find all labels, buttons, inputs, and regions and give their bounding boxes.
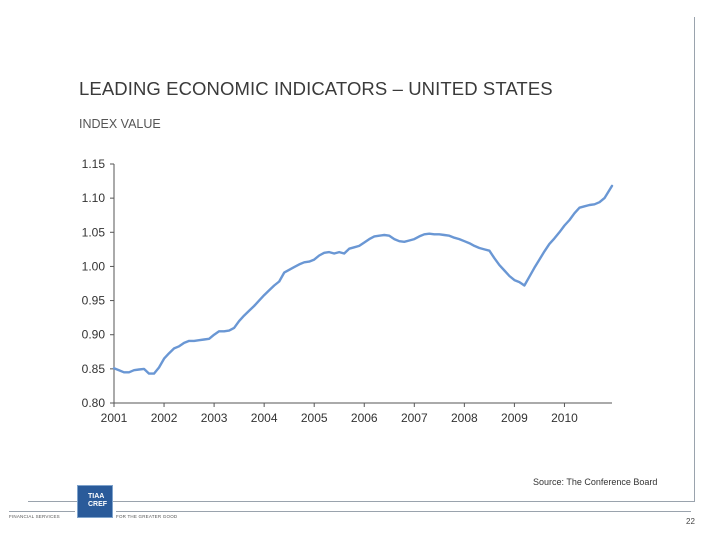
chart-series [112, 184, 614, 375]
y-tick-label: 0.85 [82, 362, 106, 376]
x-tick-label: 2006 [351, 411, 378, 425]
x-tick-label: 2003 [201, 411, 228, 425]
x-tick-label: 2007 [401, 411, 428, 425]
footer-divider-left [9, 511, 75, 512]
y-tick-label: 1.00 [82, 259, 106, 273]
x-tick-label: 2009 [501, 411, 528, 425]
logo-text-line1: TIAA [88, 493, 105, 500]
footer-divider-right [116, 511, 691, 512]
source-note: Source: The Conference Board [533, 477, 658, 487]
series-line [112, 184, 614, 375]
x-tick-label: 2002 [151, 411, 178, 425]
page-title: LEADING ECONOMIC INDICATORS – UNITED STA… [79, 78, 553, 99]
x-tick-label: 2001 [101, 411, 128, 425]
y-axis-label: INDEX VALUE [79, 117, 161, 131]
y-tick-label: 0.90 [82, 328, 106, 342]
page-number: 22 [686, 517, 695, 526]
slide-frame [28, 17, 695, 502]
logo-text-line2: CREF [88, 501, 108, 508]
y-tick-label: 1.05 [82, 225, 106, 239]
footer-tagline-right: FOR THE GREATER GOOD [116, 514, 178, 519]
chart-axes [113, 164, 612, 404]
y-tick-label: 1.15 [82, 157, 106, 171]
y-tick-label: 0.80 [82, 396, 106, 410]
x-tick-label: 2008 [451, 411, 478, 425]
x-tick-label: 2004 [251, 411, 278, 425]
y-tick-label: 1.10 [82, 191, 106, 205]
footer-tagline-left: FINANCIAL SERVICES [9, 514, 60, 519]
x-tick-label: 2005 [301, 411, 328, 425]
y-tick-label: 0.95 [82, 294, 106, 308]
x-tick-label: 2010 [551, 411, 578, 425]
chart-ticks: 0.80 0.85 0.90 0.95 1.00 1.05 1.10 1.15 2001 2002… [82, 157, 578, 425]
company-logo: TIAA CREF [77, 485, 113, 518]
